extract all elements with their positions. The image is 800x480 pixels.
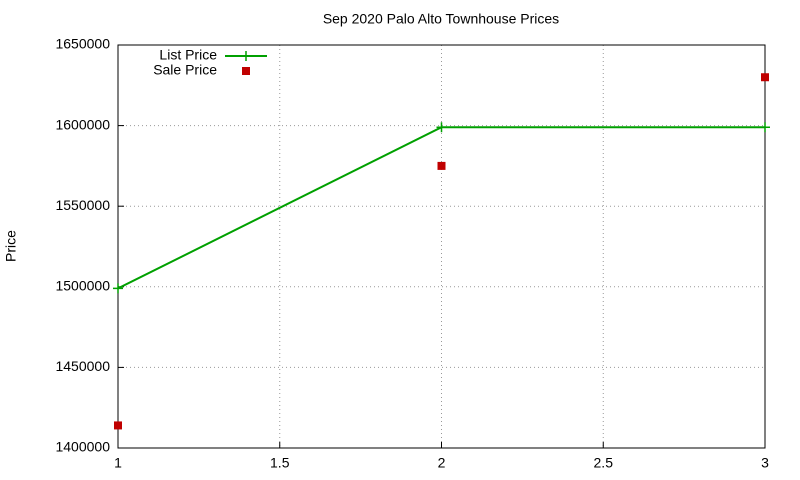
plot-frame bbox=[117, 44, 766, 449]
legend-marker bbox=[241, 51, 251, 61]
data-point bbox=[114, 421, 122, 430]
chart-title: Sep 2020 Palo Alto Townhouse Prices bbox=[323, 11, 559, 27]
data-point bbox=[761, 73, 769, 82]
y-tick-label: 1650000 bbox=[55, 36, 110, 52]
y-tick-label: 1500000 bbox=[55, 278, 110, 294]
y-tick-label: 1450000 bbox=[55, 358, 110, 374]
x-tick-label: 1 bbox=[114, 455, 122, 471]
data-point bbox=[760, 122, 770, 133]
y-tick-label: 1550000 bbox=[55, 197, 110, 213]
legend-label: Sale Price bbox=[153, 62, 217, 78]
y-axis-label: Price bbox=[3, 230, 19, 262]
legend-label: List Price bbox=[159, 47, 217, 63]
y-tick-label: 1400000 bbox=[55, 439, 110, 455]
data-point bbox=[436, 122, 447, 133]
data-point bbox=[113, 283, 123, 294]
x-tick-label: 3 bbox=[761, 455, 769, 471]
legend-marker bbox=[242, 67, 250, 75]
x-tick-label: 1.5 bbox=[270, 455, 290, 471]
y-tick-label: 1600000 bbox=[55, 116, 110, 132]
data-point bbox=[437, 161, 446, 170]
series-line bbox=[117, 126, 765, 290]
x-tick-label: 2 bbox=[438, 455, 446, 471]
x-tick-label: 2.5 bbox=[594, 455, 614, 471]
